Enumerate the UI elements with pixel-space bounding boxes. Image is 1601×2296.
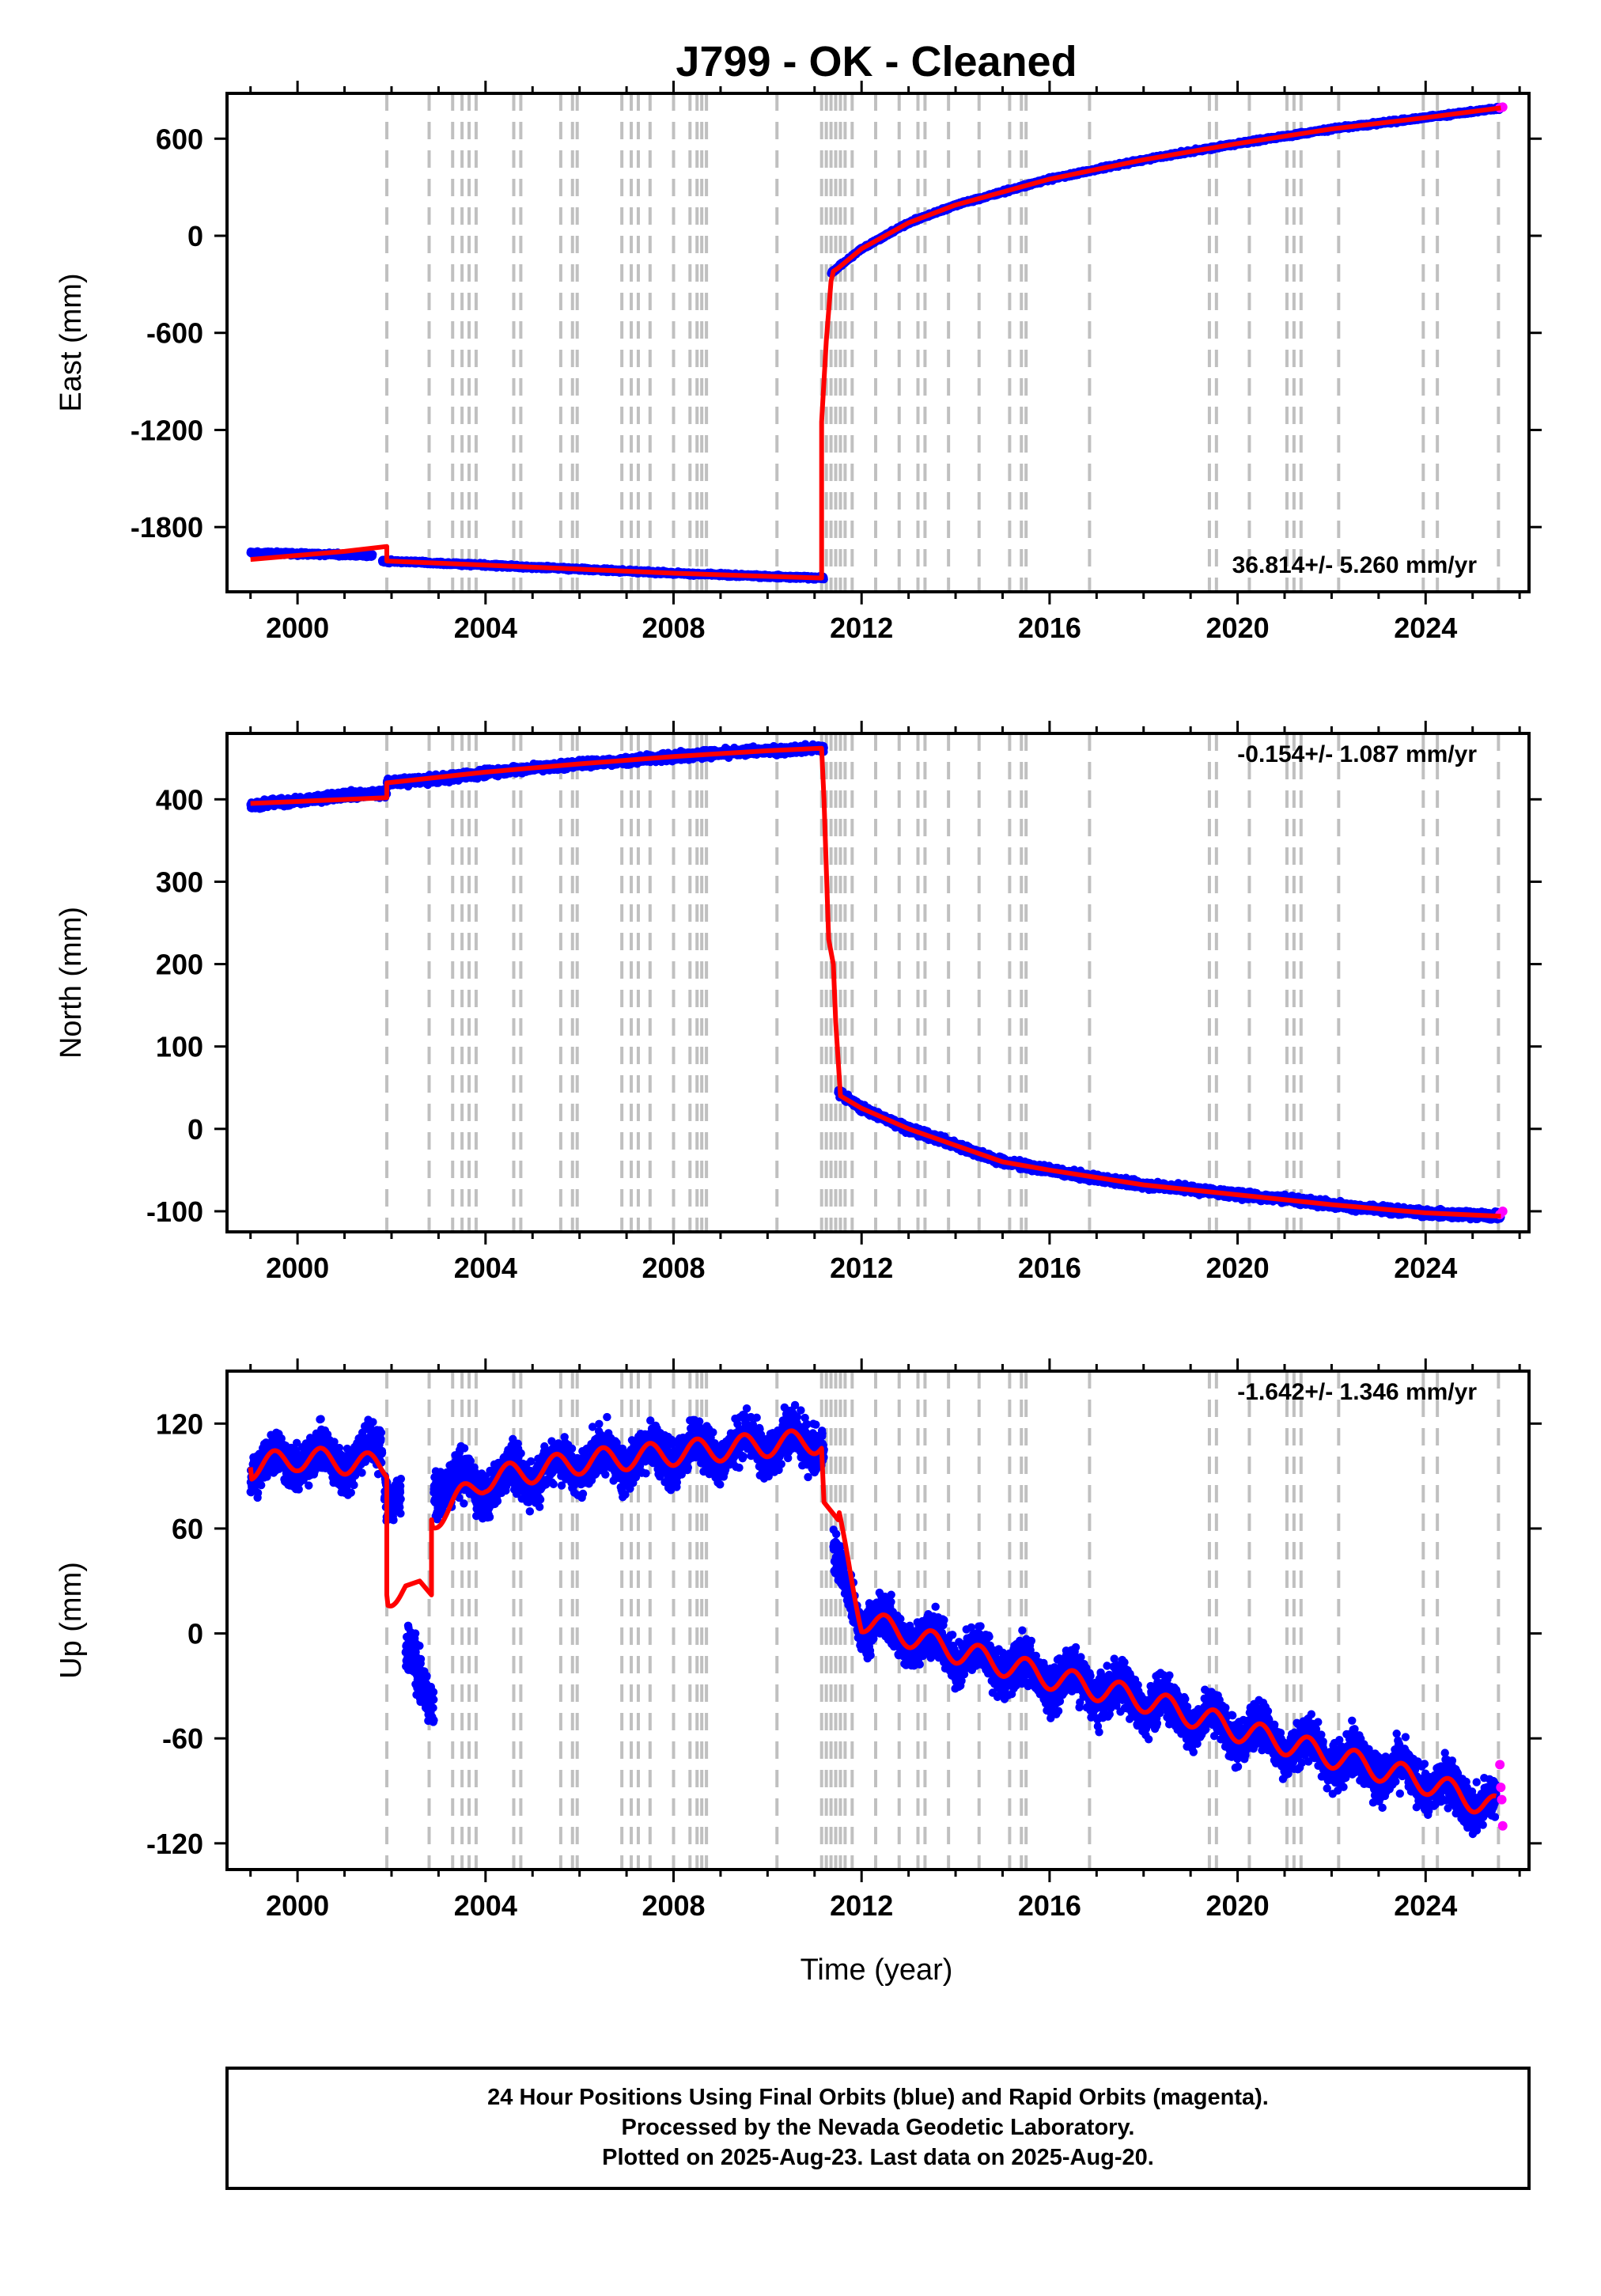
event-lines [385, 93, 1501, 592]
east-panel: 2000 2004 2008 2012 2016 2020 20246000-600-120… [55, 81, 1542, 644]
final-orbit-point [369, 550, 377, 559]
chart-title: J799 - OK - Cleaned [676, 38, 1077, 85]
